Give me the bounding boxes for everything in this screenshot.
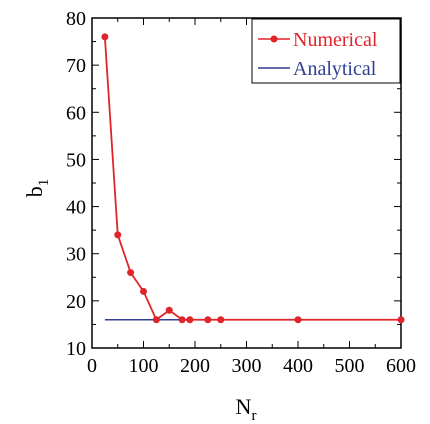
x-tick-label: 500 xyxy=(335,355,365,377)
x-tick-label: 300 xyxy=(232,355,262,377)
x-tick-label: 100 xyxy=(129,355,159,377)
x-tick-label: 400 xyxy=(283,355,313,377)
numerical-point xyxy=(165,306,173,314)
tick-labels: 0 100 200 300 400 500 600 10 20 30 40 50 60 70 80 xyxy=(66,8,416,377)
legend-box xyxy=(251,18,401,84)
numerical-point xyxy=(140,287,147,295)
numerical-point xyxy=(397,316,405,324)
x-axis-label: Nr xyxy=(236,394,257,424)
x-axis-label-subscript: r xyxy=(251,408,256,424)
y-tick-label: 70 xyxy=(66,55,86,77)
legend-analytical-label: Analytical xyxy=(293,58,377,80)
y-axis-label-subscript: 1 xyxy=(36,179,52,187)
legend: Numerical Analytical xyxy=(251,18,401,84)
y-axis-label: b1 xyxy=(22,179,52,198)
y-axis-label-main: b xyxy=(22,186,47,197)
numerical-point xyxy=(204,316,212,324)
numerical-point xyxy=(217,316,225,324)
series-numerical-line xyxy=(103,36,401,322)
numerical-point xyxy=(294,316,302,324)
y-tick-label: 40 xyxy=(66,197,86,219)
y-tick-label: 60 xyxy=(66,102,86,124)
numerical-point xyxy=(127,269,135,277)
y-tick-label: 50 xyxy=(66,149,86,171)
x-tick-label: 200 xyxy=(180,355,210,377)
legend-numerical-label: Numerical xyxy=(293,29,378,51)
numerical-point xyxy=(152,316,160,324)
y-tick-label: 20 xyxy=(66,291,86,313)
numerical-point xyxy=(114,231,122,239)
numerical-point xyxy=(101,33,109,41)
x-tick-label: 0 xyxy=(87,355,97,377)
legend-numerical-marker xyxy=(270,35,278,43)
x-tick-label: 600 xyxy=(386,355,416,377)
x-axis-label-main: N xyxy=(236,394,252,419)
series-layer xyxy=(101,33,405,324)
y-tick-label: 80 xyxy=(66,8,86,30)
numerical-point xyxy=(186,316,194,324)
y-tick-label: 30 xyxy=(66,244,86,266)
y-tick-label: 10 xyxy=(66,338,86,360)
numerical-point xyxy=(178,316,186,324)
